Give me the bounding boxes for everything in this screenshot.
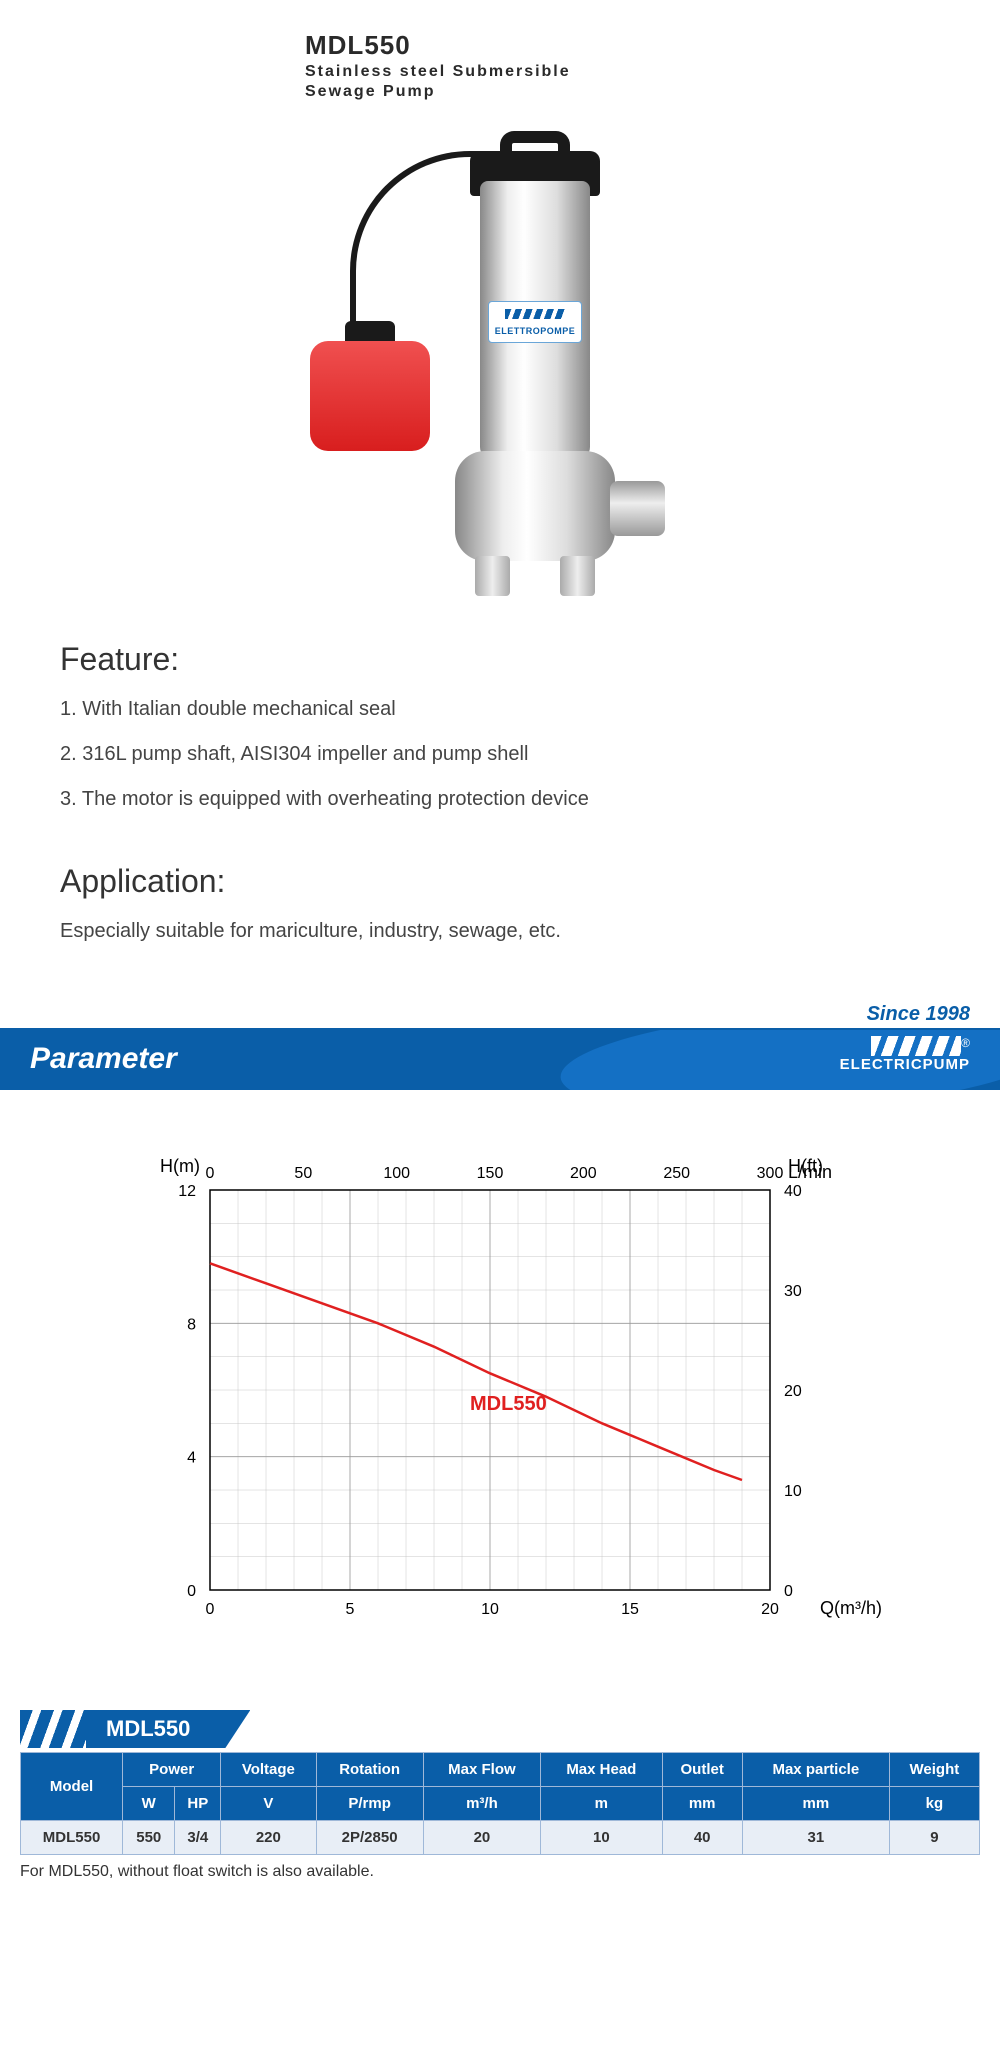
brand-subtext: ELECTRICPUMP [840, 1056, 970, 1073]
feature-list: 1. With Italian double mechanical seal 2… [60, 698, 940, 811]
svg-text:Q(m³/h): Q(m³/h) [820, 1598, 882, 1618]
svg-text:0: 0 [784, 1583, 793, 1600]
table-cell: 220 [221, 1821, 316, 1855]
svg-text:40: 40 [784, 1183, 802, 1200]
svg-text:20: 20 [784, 1383, 802, 1400]
col-header: Max Head [541, 1753, 662, 1787]
pump-outlet [610, 481, 665, 536]
brand-stripes-icon [505, 309, 565, 319]
feature-heading: Feature: [60, 641, 940, 678]
table-footnote: For MDL550, without float switch is also… [20, 1863, 980, 1881]
feature-item: 3. The motor is equipped with overheatin… [60, 788, 940, 811]
table-cell: 31 [742, 1821, 889, 1855]
svg-text:100: 100 [383, 1165, 410, 1182]
col-unit: mm [742, 1787, 889, 1821]
chart-region: 05101520Q(m³/h)050100150200250300L/min04… [0, 1090, 1000, 1710]
registered-mark: ® [961, 1036, 970, 1050]
svg-text:250: 250 [663, 1165, 690, 1182]
table-cell: 10 [541, 1821, 662, 1855]
col-unit: P/rmp [316, 1787, 423, 1821]
product-image-region: ELETTROPOMPE [0, 101, 1000, 641]
svg-text:MDL550: MDL550 [470, 1393, 547, 1415]
svg-text:H(m): H(m) [160, 1156, 200, 1176]
col-power: Power [123, 1753, 221, 1787]
brand-logo-icon [871, 1036, 961, 1056]
feature-item: 2. 316L pump shaft, AISI304 impeller and… [60, 743, 940, 766]
svg-text:4: 4 [187, 1450, 196, 1467]
brand-block: ® ELECTRICPUMP [840, 1036, 970, 1073]
table-row: MDL5505503/42202P/2850201040319 [21, 1821, 980, 1855]
table-cell: 20 [423, 1821, 540, 1855]
feature-section: Feature: 1. With Italian double mechanic… [0, 641, 1000, 863]
pump-foot-left [475, 556, 510, 596]
table-cell: 550 [123, 1821, 175, 1855]
col-unit: HP [175, 1787, 221, 1821]
spec-table: ModelPowerVoltageRotationMax FlowMax Hea… [20, 1752, 980, 1855]
table-cell: 40 [662, 1821, 742, 1855]
svg-text:10: 10 [784, 1483, 802, 1500]
col-header: Weight [889, 1753, 979, 1787]
table-cell: MDL550 [21, 1821, 123, 1855]
pump-illustration: ELETTROPOMPE [310, 121, 690, 601]
product-header: MDL550 Stainless steel Submersible Sewag… [0, 0, 1000, 101]
col-unit: kg [889, 1787, 979, 1821]
application-section: Application: Especially suitable for mar… [0, 863, 1000, 973]
application-text: Especially suitable for mariculture, ind… [60, 920, 940, 943]
svg-text:30: 30 [784, 1283, 802, 1300]
col-unit: m [541, 1787, 662, 1821]
feature-item: 1. With Italian double mechanical seal [60, 698, 940, 721]
since-label: Since 1998 [0, 1003, 1000, 1030]
svg-text:0: 0 [206, 1601, 215, 1618]
table-title-strip: MDL550 [20, 1710, 980, 1748]
pump-base [455, 451, 615, 561]
product-model: MDL550 [305, 30, 1000, 61]
svg-text:300: 300 [757, 1165, 784, 1182]
svg-text:20: 20 [761, 1601, 779, 1618]
svg-text:50: 50 [294, 1165, 312, 1182]
performance-chart: 05101520Q(m³/h)050100150200250300L/min04… [110, 1130, 890, 1670]
col-unit: W [123, 1787, 175, 1821]
pump-brand-text: ELETTROPOMPE [489, 326, 581, 336]
product-subtitle-1: Stainless steel Submersible [305, 63, 1000, 81]
pump-brand-badge: ELETTROPOMPE [488, 301, 582, 343]
table-cell: 2P/2850 [316, 1821, 423, 1855]
table-cell: 9 [889, 1821, 979, 1855]
table-title-model: MDL550 [86, 1710, 250, 1748]
table-cell: 3/4 [175, 1821, 221, 1855]
col-model: Model [21, 1753, 123, 1821]
col-header: Max Flow [423, 1753, 540, 1787]
float-switch [310, 341, 430, 451]
application-heading: Application: [60, 863, 940, 900]
parameter-banner-bar: Parameter ® ELECTRICPUMP [0, 1030, 1000, 1090]
svg-text:150: 150 [477, 1165, 504, 1182]
svg-text:5: 5 [346, 1601, 355, 1618]
svg-text:0: 0 [206, 1165, 215, 1182]
svg-text:H(ft): H(ft) [788, 1156, 823, 1176]
col-unit: m³/h [423, 1787, 540, 1821]
svg-text:0: 0 [187, 1583, 196, 1600]
svg-text:15: 15 [621, 1601, 639, 1618]
col-unit: V [221, 1787, 316, 1821]
slash-decoration-icon [20, 1710, 90, 1748]
pump-foot-right [560, 556, 595, 596]
col-header: Voltage [221, 1753, 316, 1787]
parameter-banner: Since 1998 Parameter ® ELECTRICPUMP [0, 1003, 1000, 1090]
svg-text:200: 200 [570, 1165, 597, 1182]
col-header: Outlet [662, 1753, 742, 1787]
svg-text:12: 12 [178, 1183, 196, 1200]
svg-text:8: 8 [187, 1316, 196, 1333]
svg-text:10: 10 [481, 1601, 499, 1618]
col-header: Rotation [316, 1753, 423, 1787]
product-subtitle-2: Sewage Pump [305, 83, 1000, 101]
col-unit: mm [662, 1787, 742, 1821]
col-header: Max particle [742, 1753, 889, 1787]
